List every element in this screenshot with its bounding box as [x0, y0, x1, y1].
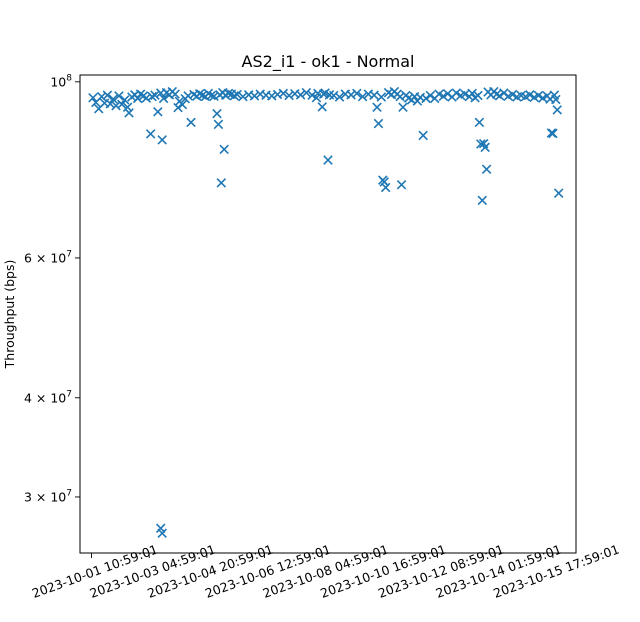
data-point	[88, 92, 98, 103]
data-point	[96, 91, 107, 102]
data-point	[145, 129, 156, 139]
plot-frame	[79, 74, 577, 554]
data-point	[177, 99, 188, 110]
data-point	[480, 142, 490, 153]
data-point	[553, 188, 564, 198]
data-point	[477, 195, 488, 206]
data-point	[334, 92, 345, 102]
data-point	[170, 89, 180, 99]
data-point	[284, 90, 294, 101]
data-point	[507, 89, 518, 100]
y-axis-label: Throughput (bps)	[2, 260, 17, 370]
data-point	[525, 90, 535, 100]
data-point	[373, 118, 384, 129]
data-point	[533, 90, 544, 101]
data-point	[307, 90, 317, 100]
data-point	[317, 102, 327, 112]
data-point	[438, 91, 449, 102]
y-tick-label: 3 × 107	[24, 488, 72, 504]
data-point	[548, 128, 558, 139]
data-point	[372, 102, 382, 112]
data-point	[124, 108, 134, 118]
data-point	[153, 106, 163, 117]
data-point	[398, 102, 408, 112]
data-point	[494, 91, 505, 101]
data-point	[102, 90, 113, 100]
data-point	[141, 93, 152, 103]
data-point	[212, 108, 222, 119]
data-point	[122, 102, 133, 112]
y-tick-label: 4 × 107	[24, 389, 72, 405]
data-point	[105, 99, 116, 109]
data-point	[396, 179, 407, 190]
y-tick-label: 108	[50, 73, 72, 89]
data-point	[295, 90, 306, 100]
data-point	[311, 92, 322, 103]
data-point	[158, 93, 169, 104]
data-point	[229, 91, 240, 101]
data-point	[249, 91, 260, 101]
data-point	[238, 91, 248, 102]
data-point	[206, 90, 216, 101]
data-point	[216, 178, 227, 188]
data-point	[418, 130, 428, 141]
data-point	[150, 90, 160, 100]
chart-title: AS2_i1 - ok1 - Normal	[242, 52, 415, 72]
data-point	[357, 91, 368, 102]
data-point	[278, 88, 289, 99]
data-point	[117, 99, 127, 110]
data-point	[219, 144, 229, 155]
data-point	[323, 155, 333, 165]
data-point	[346, 90, 356, 100]
data-point	[197, 90, 208, 100]
y-axis: 108 6 × 107 4 × 107 3 × 107	[24, 73, 80, 504]
data-point	[376, 92, 387, 102]
data-point	[223, 88, 234, 99]
data-point	[194, 88, 205, 99]
data-point	[147, 91, 157, 102]
data-point	[329, 90, 339, 101]
data-points	[88, 86, 564, 539]
data-point	[183, 91, 193, 101]
data-point	[421, 93, 431, 104]
data-point	[111, 100, 121, 111]
data-point	[352, 88, 362, 99]
data-point	[213, 119, 224, 130]
data-point	[114, 91, 124, 101]
data-point	[380, 182, 391, 193]
data-point	[552, 105, 563, 115]
data-point	[186, 117, 196, 128]
data-point	[481, 164, 492, 175]
data-point	[425, 90, 436, 101]
data-point	[132, 93, 143, 104]
data-point	[301, 87, 312, 98]
data-point	[209, 91, 219, 102]
data-point	[451, 88, 462, 98]
data-point	[551, 94, 561, 105]
data-point	[157, 528, 167, 539]
data-point	[467, 88, 477, 99]
data-point	[474, 117, 485, 128]
data-point	[119, 95, 130, 105]
data-point	[108, 94, 118, 104]
data-point	[157, 135, 167, 145]
data-point	[473, 90, 483, 101]
data-point	[232, 89, 242, 100]
y-tick-label: 6 × 107	[24, 249, 72, 265]
data-point	[369, 90, 379, 100]
data-point	[379, 177, 389, 187]
data-point	[267, 91, 277, 101]
